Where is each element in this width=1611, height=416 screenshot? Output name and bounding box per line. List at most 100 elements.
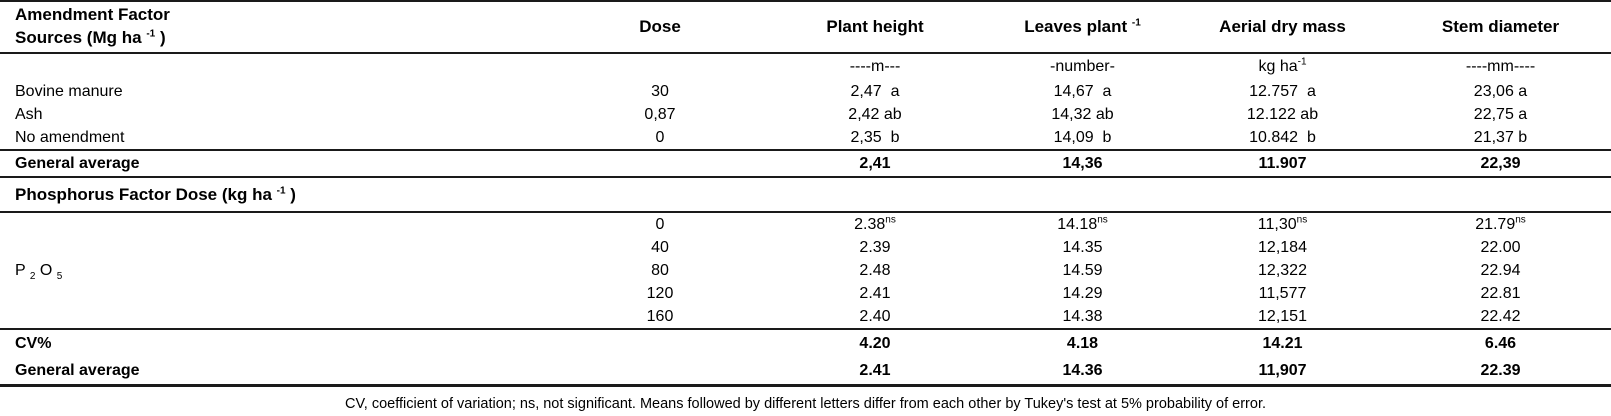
col-header-dose: Dose xyxy=(639,17,681,36)
table-row-p-dose-40: 40 2.39 14.35 12,184 22.00 xyxy=(0,236,1611,259)
plant-height-value: 2.41 xyxy=(859,284,891,302)
value-text: 2.38 xyxy=(854,215,886,233)
leaves-value: 14.59 xyxy=(1062,261,1103,279)
source-label: No amendment xyxy=(15,128,125,146)
units-row: ----m--- -number- kg ha-1 ----mm---- xyxy=(0,53,1611,80)
dose-value: 0 xyxy=(655,128,665,146)
aerial-value: 12.122 ab xyxy=(1246,105,1319,123)
col-header-plant-height: Plant height xyxy=(826,17,924,36)
stem-value: 21.79ns xyxy=(1390,212,1611,236)
p2o5-label: P 2 O 5 xyxy=(0,212,560,329)
leaves-value: 14,32 ab xyxy=(1051,105,1114,123)
unit-aerial: kg ha-1 xyxy=(1175,53,1390,80)
aerial-average: 11,907 xyxy=(1258,362,1307,379)
dose-value: 120 xyxy=(646,284,674,302)
plant-height-average: 2,41 xyxy=(859,154,891,172)
ns-superscript: ns xyxy=(1296,214,1308,226)
header-leaves-text: Leaves plant xyxy=(1024,17,1132,36)
phosphorus-title-superscript: -1 xyxy=(276,184,286,196)
stem-value: 21,37 b xyxy=(1473,128,1528,146)
ns-superscript: ns xyxy=(885,214,896,226)
phosphorus-title-text: Phosphorus Factor Dose (kg ha xyxy=(15,184,277,204)
unit-aerial-superscript: -1 xyxy=(1297,56,1307,68)
source-label: Bovine manure xyxy=(15,82,123,100)
value-text: 11,30 xyxy=(1257,215,1297,233)
dose-value: 80 xyxy=(651,261,669,279)
table-row-p-dose-0: P 2 O 5 0 2.38ns 14.18ns 11,30ns 21.79ns xyxy=(0,212,1611,282)
col-header-stem-diameter: Stem diameter xyxy=(1441,17,1560,36)
table-row-no-amendment: No amendment 0 2,35 b 14,09 b 10.842 b 2… xyxy=(0,126,1611,150)
leaves-value: 14,67 a xyxy=(1053,82,1112,100)
plant-height-value: 2,42 ab xyxy=(848,105,902,123)
phosphorus-title-tail: ) xyxy=(285,184,296,204)
cv-label: CV% xyxy=(15,335,52,352)
plant-height-value: 2,47 a xyxy=(850,82,900,100)
col-header-amendment-factor: Amendment Factor Sources (Mg ha -1 ) xyxy=(0,1,560,53)
leaves-value: 14.38 xyxy=(1062,307,1103,325)
unit-leaves: -number- xyxy=(1050,58,1115,75)
table-row-amendment-general-average: General average 2,41 14,36 11.907 22,39 xyxy=(0,150,1611,177)
cv-empty-dose xyxy=(560,329,760,358)
table-row-ash: Ash 0,87 2,42 ab 14,32 ab 12.122 ab 22,7… xyxy=(0,103,1611,126)
stem-value: 22.42 xyxy=(1480,307,1521,325)
leaves-average: 14,36 xyxy=(1062,154,1103,172)
value-text: 21.79 xyxy=(1475,215,1516,233)
general-average-label: General average xyxy=(15,154,140,172)
plant-height-value: 2,35 b xyxy=(850,128,900,146)
general-average-empty-dose xyxy=(560,358,760,386)
phosphorus-section-header-row: Phosphorus Factor Dose (kg ha -1 ) xyxy=(0,177,1611,212)
aerial-value: 12,322 xyxy=(1258,261,1307,279)
table-header-row: Amendment Factor Sources (Mg ha -1 ) Dos… xyxy=(0,1,1611,53)
col-header-aerial-dry-mass: Aerial dry mass xyxy=(1219,17,1346,36)
general-average-label: General average xyxy=(15,362,140,379)
aerial-value: 12,151 xyxy=(1258,307,1307,325)
plant-height-value: 2.39 xyxy=(859,238,891,256)
aerial-value: 12.757 a xyxy=(1249,82,1316,100)
p2o5-p: P xyxy=(15,261,30,279)
header-factor-line1: Amendment Factor xyxy=(15,5,170,25)
stem-value: 22,75 a xyxy=(1473,105,1528,123)
header-factor-superscript: -1 xyxy=(146,28,156,40)
dose-value: 30 xyxy=(651,82,669,100)
dose-value: 0 xyxy=(655,215,665,233)
aerial-value: 11,30ns xyxy=(1175,212,1390,236)
unit-stem: ----mm---- xyxy=(1465,58,1536,75)
stem-value: 22.81 xyxy=(1480,284,1521,302)
p2o5-sub-5: 5 xyxy=(56,270,63,282)
stem-value: 22.00 xyxy=(1480,238,1521,256)
header-leaves-superscript: -1 xyxy=(1131,17,1141,29)
cv-plant-height: 4.20 xyxy=(859,335,891,352)
source-label: Ash xyxy=(15,105,43,123)
table-row-cv: CV% 4.20 4.18 14.21 6.46 xyxy=(0,329,1611,358)
cv-stem: 6.46 xyxy=(1484,335,1517,352)
plant-height-value: 2.40 xyxy=(859,307,891,325)
table-row-bovine-manure: Bovine manure 30 2,47 a 14,67 a 12.757 a… xyxy=(0,80,1611,103)
units-empty-label xyxy=(0,53,560,80)
header-factor-line2: Sources (Mg ha -1 ) xyxy=(15,27,560,50)
plant-height-average: 2.41 xyxy=(859,362,891,379)
ns-superscript: ns xyxy=(1515,214,1526,226)
leaves-value: 14.35 xyxy=(1062,238,1103,256)
plant-height-value: 2.38ns xyxy=(760,212,990,236)
unit-plant-height: ----m--- xyxy=(849,58,901,75)
header-factor-line2-text: Sources (Mg ha xyxy=(15,28,147,47)
aerial-value: 11,577 xyxy=(1258,284,1307,302)
table-row-p-dose-160: 160 2.40 14.38 12,151 22.42 xyxy=(0,305,1611,329)
leaves-value: 14.18ns xyxy=(990,212,1175,236)
cv-leaves: 4.18 xyxy=(1066,335,1099,352)
plant-height-value: 2.48 xyxy=(859,261,891,279)
p2o5-o: O xyxy=(35,261,57,279)
cv-aerial: 14.21 xyxy=(1262,335,1303,352)
dose-value: 0,87 xyxy=(644,105,676,123)
header-factor-line2-tail: ) xyxy=(155,28,166,47)
stem-average: 22.39 xyxy=(1480,362,1521,379)
leaves-value: 14.29 xyxy=(1062,284,1103,302)
table-row-p-dose-80: 80 2.48 14.59 12,322 22.94 xyxy=(0,259,1611,282)
ns-superscript: ns xyxy=(1097,214,1108,226)
results-table: Amendment Factor Sources (Mg ha -1 ) Dos… xyxy=(0,0,1611,386)
leaves-value: 14,09 b xyxy=(1053,128,1112,146)
aerial-value: 10.842 b xyxy=(1249,128,1316,146)
units-empty-dose xyxy=(560,53,760,80)
dose-value: 160 xyxy=(646,307,674,325)
